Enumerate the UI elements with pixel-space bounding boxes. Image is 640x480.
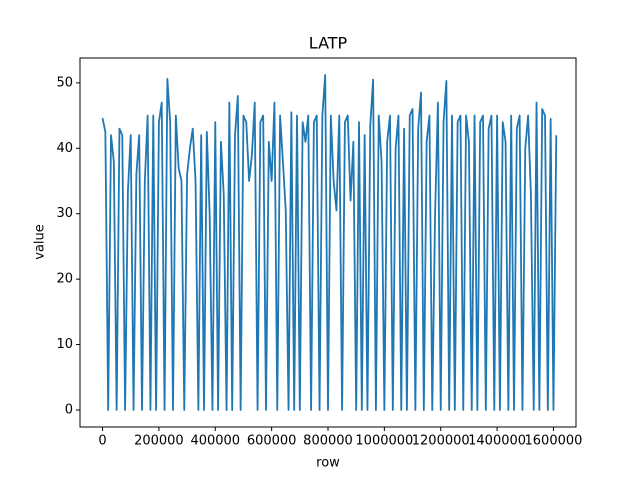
- x-tick-label: 1600000: [525, 434, 583, 449]
- x-tick-label: 400000: [190, 434, 240, 449]
- x-tick-label: 1400000: [468, 434, 526, 449]
- data-line: [101, 74, 558, 411]
- chart-title: LATP: [309, 34, 348, 53]
- y-axis-label: value: [33, 224, 48, 260]
- x-tick-label: 200000: [134, 434, 184, 449]
- x-tick-label: 1200000: [412, 434, 470, 449]
- x-axis-label: row: [316, 456, 340, 471]
- plot-frame: [79, 57, 577, 428]
- x-tick-label: 600000: [247, 434, 297, 449]
- y-tick-label: 10: [56, 337, 73, 352]
- x-tick-label: 800000: [303, 434, 353, 449]
- x-tick-label: 0: [98, 434, 106, 449]
- y-tick-label: 50: [56, 75, 73, 90]
- y-tick-label: 30: [56, 206, 73, 221]
- y-tick-label: 40: [56, 141, 73, 156]
- y-tick-label: 20: [56, 272, 73, 287]
- y-tick-label: 0: [65, 402, 73, 417]
- x-tick-label: 1000000: [355, 434, 413, 449]
